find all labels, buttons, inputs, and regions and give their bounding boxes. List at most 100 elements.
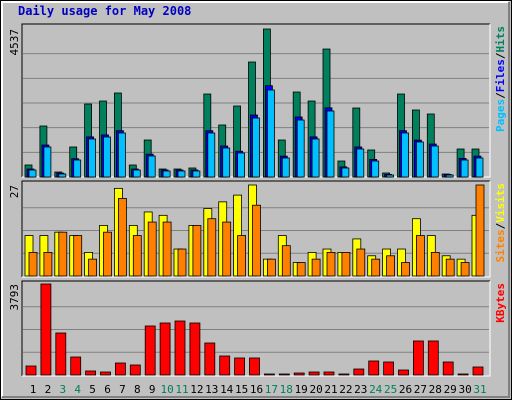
bar [293, 372, 305, 376]
x-tick-label: 20 [309, 383, 322, 396]
bar [371, 160, 380, 178]
bar [118, 198, 127, 277]
bar [401, 132, 409, 178]
bar [266, 258, 276, 277]
y-tick-label: 3793 [8, 284, 21, 311]
x-tick-label: 8 [134, 383, 141, 396]
bar [85, 370, 96, 376]
x-tick-label: 7 [119, 383, 126, 396]
bar [356, 148, 365, 178]
x-tick-label: 3 [59, 383, 66, 396]
bar [147, 221, 157, 277]
x-tick-label: 18 [280, 383, 293, 396]
bar [266, 89, 275, 178]
bar [43, 252, 53, 277]
bar [281, 157, 290, 178]
bar [192, 170, 201, 178]
bar [88, 138, 96, 178]
bar [356, 248, 366, 277]
x-tick-label: 15 [235, 383, 248, 396]
bar [204, 342, 216, 376]
bar [430, 145, 439, 178]
bar [55, 332, 67, 376]
bevel [21, 180, 490, 277]
y-tick-label: 27 [8, 185, 21, 198]
x-tick-label: 10 [160, 383, 173, 396]
bar [189, 322, 201, 376]
x-tick-label: 31 [473, 383, 486, 396]
bar [207, 132, 216, 178]
bar [103, 136, 111, 178]
bar [28, 252, 38, 277]
bar [118, 132, 126, 178]
bar [412, 340, 424, 376]
bar [222, 221, 232, 277]
bar [475, 184, 485, 277]
legend-separator: / [494, 92, 507, 99]
bar [386, 174, 395, 178]
legend-entry: Hits [494, 26, 507, 53]
x-tick-label: 11 [175, 383, 188, 396]
bar [25, 365, 37, 376]
bar [323, 371, 335, 376]
x-tick-label: 25 [384, 383, 397, 396]
y-tick-label: 4537 [8, 29, 21, 56]
bar [252, 204, 261, 277]
bar [219, 355, 231, 376]
legend: Sites/Visits [494, 183, 507, 263]
bar [132, 169, 141, 178]
bar [311, 138, 320, 178]
x-tick-label: 21 [324, 383, 337, 396]
bar [308, 371, 320, 376]
bar [401, 262, 410, 277]
legend-entry: Files [494, 59, 507, 92]
legend-entry: Visits [494, 183, 507, 223]
bar [162, 170, 171, 178]
x-tick-label: 9 [149, 383, 156, 396]
bevel [22, 181, 491, 278]
bar [475, 157, 484, 178]
x-tick-label: 23 [354, 383, 367, 396]
x-tick-label: 29 [444, 383, 457, 396]
bar [177, 170, 186, 178]
bar [100, 371, 111, 376]
bar [132, 235, 142, 277]
bar [386, 255, 396, 277]
bar [415, 235, 425, 277]
bar [445, 174, 454, 178]
x-tick-label: 19 [295, 383, 308, 396]
bar [129, 364, 141, 376]
bar [73, 159, 82, 178]
bar [457, 373, 469, 376]
bar [162, 221, 172, 277]
legend-separator: / [494, 222, 507, 229]
bar [311, 258, 321, 277]
x-tick-label: 26 [399, 383, 412, 396]
x-tick-label: 24 [369, 383, 383, 396]
bar [371, 258, 381, 277]
bar [237, 235, 247, 277]
bar [263, 373, 275, 376]
legend-separator: / [494, 52, 507, 59]
bar [40, 283, 52, 376]
x-tick-label: 13 [205, 383, 218, 396]
bevel [22, 281, 491, 377]
bar [368, 360, 380, 376]
bar [252, 117, 260, 178]
bar [341, 252, 351, 277]
bar [296, 119, 305, 178]
bar [73, 235, 83, 277]
bevel [21, 23, 490, 177]
bar [115, 362, 126, 376]
bar [58, 173, 67, 178]
x-tick-label: 17 [265, 383, 278, 396]
bar [249, 357, 260, 376]
bar [353, 368, 365, 376]
bar [430, 252, 440, 277]
bar [43, 146, 52, 178]
bar [144, 325, 156, 376]
bar [460, 262, 470, 277]
bar [472, 366, 484, 376]
